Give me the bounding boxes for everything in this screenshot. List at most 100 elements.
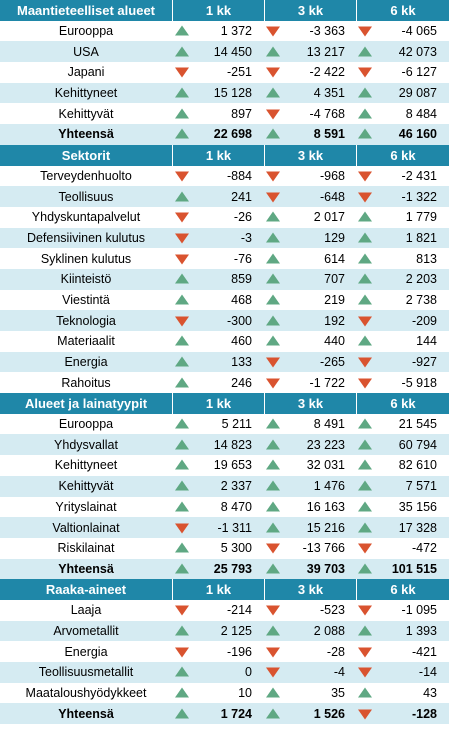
- value-3kk: 1 476: [313, 479, 345, 494]
- value-3kk: -968: [319, 168, 345, 183]
- section-header: Alueet ja lainatyypit 1 kk 3 kk 6 kk: [0, 393, 449, 414]
- value-1kk: 460: [231, 334, 252, 349]
- value-1kk: 2 125: [220, 623, 252, 638]
- value-3kk: 15 216: [306, 520, 345, 535]
- value-6kk: 1 779: [405, 210, 437, 225]
- table-row: Terveydenhuolto -884 -968 -2 431: [0, 166, 449, 187]
- arrow-up-icon: [266, 563, 280, 574]
- value-1kk: -26: [233, 210, 252, 225]
- value-6kk: 42 073: [398, 44, 437, 59]
- value-3kk: -265: [319, 355, 345, 370]
- arrow-up-icon: [266, 459, 280, 470]
- value-3kk: 129: [324, 230, 345, 245]
- value-1kk: -251: [226, 65, 252, 80]
- value-1kk: 5 211: [221, 417, 252, 432]
- row-label: Yhteensä: [58, 561, 114, 576]
- table-row: Teollisuusmetallit 0 -4 -14: [0, 662, 449, 683]
- row-label: Kehittyvät: [58, 106, 114, 121]
- arrow-up-icon: [266, 211, 280, 222]
- row-label: Yhdyskuntapalvelut: [31, 210, 141, 225]
- arrow-up-icon: [175, 87, 189, 98]
- value-3kk: 16 163: [306, 499, 345, 514]
- arrow-down-icon: [358, 647, 372, 658]
- value-3kk: 32 031: [306, 458, 345, 473]
- value-3kk: -28: [326, 644, 345, 659]
- arrow-up-icon: [358, 625, 372, 636]
- arrow-down-icon: [266, 171, 280, 182]
- row-label: Kehittyneet: [54, 458, 118, 473]
- arrow-up-icon: [175, 563, 189, 574]
- column-header-6kk: 6 kk: [356, 144, 449, 166]
- row-label: Riskilainat: [57, 541, 115, 556]
- row-label: Teollisuusmetallit: [38, 665, 134, 680]
- value-3kk: 2 017: [313, 210, 345, 225]
- table-row: Materiaalit 460 440 144: [0, 331, 449, 352]
- arrow-up-icon: [266, 294, 280, 305]
- arrow-down-icon: [358, 171, 372, 182]
- value-1kk: -76: [233, 251, 252, 266]
- value-3kk: 2 088: [313, 623, 345, 638]
- table-row: Valtionlainat -1 311 15 216 17 328: [0, 517, 449, 538]
- arrow-up-icon: [358, 273, 372, 284]
- value-6kk: -128: [411, 706, 437, 721]
- value-6kk: -6 127: [401, 65, 437, 80]
- table-row: Teknologia -300 192 -209: [0, 310, 449, 331]
- value-3kk: 4 351: [313, 86, 345, 101]
- value-1kk: 859: [231, 272, 252, 287]
- arrow-up-icon: [175, 356, 189, 367]
- arrow-up-icon: [266, 480, 280, 491]
- value-6kk: 2 738: [405, 292, 437, 307]
- table-row: Riskilainat 5 300 -13 766 -472: [0, 538, 449, 559]
- arrow-up-icon: [266, 315, 280, 326]
- arrow-up-icon: [175, 418, 189, 429]
- column-header-1kk: 1 kk: [172, 393, 264, 414]
- value-1kk: 15 128: [213, 86, 252, 101]
- table-row: Energia 133 -265 -927: [0, 351, 449, 373]
- row-label: Arvometallit: [53, 623, 119, 638]
- arrow-down-icon: [358, 26, 372, 37]
- value-6kk: 8 484: [405, 106, 437, 121]
- value-6kk: 35 156: [398, 499, 437, 514]
- row-label: Materiaalit: [57, 334, 115, 349]
- row-label: Eurooppa: [58, 417, 114, 432]
- table-row: Kehittyneet 19 653 32 031 82 610: [0, 455, 449, 476]
- arrow-up-icon: [175, 459, 189, 470]
- value-6kk: 46 160: [398, 127, 437, 142]
- arrow-up-icon: [175, 294, 189, 305]
- value-1kk: -214: [226, 603, 252, 618]
- arrow-down-icon: [358, 192, 372, 203]
- value-3kk: -523: [319, 603, 345, 618]
- row-label: Yrityslainat: [55, 499, 117, 514]
- section-title: Raaka-aineet: [45, 582, 127, 598]
- arrow-up-icon: [266, 522, 280, 533]
- row-label: Defensiivinen kulutus: [26, 230, 146, 245]
- table-row: Yhdyskuntapalvelut -26 2 017 1 779: [0, 207, 449, 228]
- value-6kk: -2 431: [401, 168, 437, 183]
- value-1kk: -300: [226, 313, 252, 328]
- value-1kk: -196: [226, 644, 252, 659]
- value-6kk: -4 065: [401, 24, 437, 39]
- section-title: Sektorit: [61, 147, 111, 163]
- arrow-up-icon: [266, 128, 280, 139]
- value-3kk: 707: [324, 272, 345, 287]
- row-label: Laaja: [70, 603, 102, 618]
- arrow-down-icon: [266, 667, 280, 678]
- arrow-up-icon: [175, 377, 189, 388]
- value-6kk: 17 328: [398, 520, 437, 535]
- arrow-up-icon: [175, 501, 189, 512]
- arrow-up-icon: [175, 480, 189, 491]
- arrow-up-icon: [358, 46, 372, 57]
- arrow-down-icon: [175, 316, 189, 327]
- section-title: Alueet ja lainatyypit: [24, 395, 148, 411]
- value-1kk: -3: [240, 230, 252, 245]
- value-1kk: 1 372: [220, 24, 252, 39]
- value-1kk: 241: [231, 189, 252, 204]
- value-1kk: -884: [226, 168, 252, 183]
- section-header: Maantieteelliset alueet 1 kk 3 kk 6 kk: [0, 0, 449, 21]
- arrow-down-icon: [358, 378, 372, 389]
- arrow-up-icon: [358, 232, 372, 243]
- arrow-down-icon: [358, 67, 372, 78]
- table-row: Kehittyvät 2 337 1 476 7 571: [0, 475, 449, 497]
- value-6kk: -209: [411, 313, 437, 328]
- value-1kk: 1 724: [220, 706, 252, 721]
